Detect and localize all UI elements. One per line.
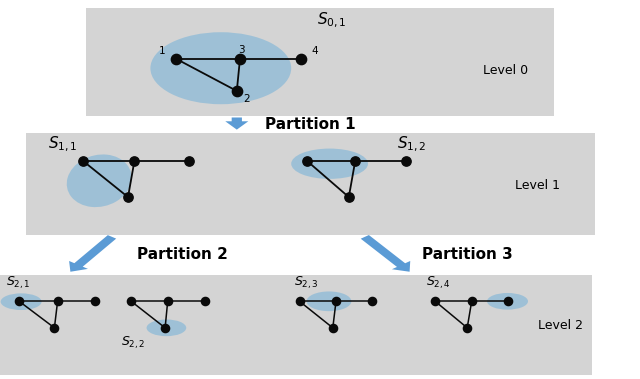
Text: $S_{1,1}$: $S_{1,1}$ <box>48 135 77 154</box>
Text: 1: 1 <box>159 46 165 56</box>
Point <box>344 194 354 200</box>
Point <box>367 298 378 304</box>
Ellipse shape <box>150 32 291 104</box>
Point <box>200 298 210 304</box>
Point <box>401 158 412 164</box>
Point <box>296 56 306 62</box>
Point <box>171 56 181 62</box>
Ellipse shape <box>307 291 351 311</box>
Point <box>163 298 173 304</box>
Text: 3: 3 <box>238 45 244 55</box>
Text: $S_{2,2}$: $S_{2,2}$ <box>121 335 145 351</box>
Point <box>235 56 245 62</box>
Text: Partition 3: Partition 3 <box>422 247 513 262</box>
Point <box>90 298 100 304</box>
Point <box>160 325 170 331</box>
Text: Level 0: Level 0 <box>483 64 528 77</box>
Point <box>467 298 477 304</box>
Text: Partition 1: Partition 1 <box>265 117 356 132</box>
FancyBboxPatch shape <box>86 8 554 116</box>
Text: $S_{1,2}$: $S_{1,2}$ <box>397 135 426 154</box>
Point <box>302 158 312 164</box>
Point <box>462 325 472 331</box>
Text: $S_{0,1}$: $S_{0,1}$ <box>317 11 346 30</box>
Text: $S_{2,3}$: $S_{2,3}$ <box>294 274 319 291</box>
Text: Level 1: Level 1 <box>515 179 560 192</box>
Text: $S_{2,1}$: $S_{2,1}$ <box>6 274 31 291</box>
Point <box>78 158 88 164</box>
FancyBboxPatch shape <box>26 133 595 235</box>
Ellipse shape <box>67 155 132 207</box>
Point <box>430 298 440 304</box>
Point <box>328 325 338 331</box>
Text: $S_{2,4}$: $S_{2,4}$ <box>426 274 451 291</box>
FancyArrow shape <box>69 235 116 272</box>
FancyBboxPatch shape <box>0 275 592 375</box>
Point <box>14 298 24 304</box>
Point <box>129 158 140 164</box>
Text: Level 2: Level 2 <box>538 319 582 332</box>
Point <box>126 298 136 304</box>
Text: 4: 4 <box>312 46 318 56</box>
FancyArrow shape <box>225 117 248 130</box>
Ellipse shape <box>291 149 368 179</box>
Point <box>350 158 360 164</box>
Point <box>294 298 305 304</box>
Text: Partition 2: Partition 2 <box>137 247 228 262</box>
FancyArrow shape <box>361 235 410 272</box>
Ellipse shape <box>1 293 42 310</box>
Point <box>502 298 513 304</box>
Ellipse shape <box>147 319 186 336</box>
Point <box>184 158 194 164</box>
Point <box>49 325 60 331</box>
Point <box>331 298 341 304</box>
Ellipse shape <box>487 293 528 310</box>
Point <box>232 88 242 94</box>
Point <box>123 194 133 200</box>
Point <box>52 298 63 304</box>
Text: 2: 2 <box>244 94 250 104</box>
